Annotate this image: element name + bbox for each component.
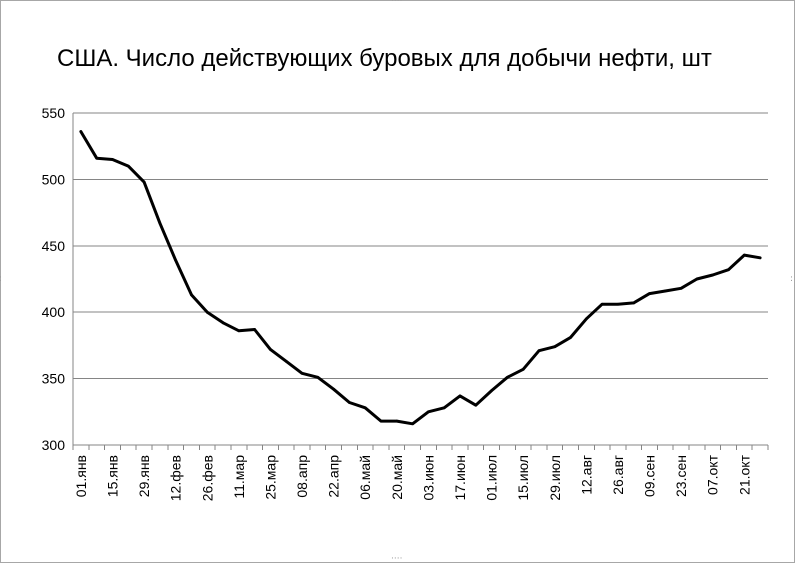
data-point	[158, 221, 162, 225]
data-point	[253, 328, 256, 331]
data-point	[648, 292, 651, 295]
x-tick-label: 21.окт	[736, 454, 752, 495]
data-point	[237, 329, 241, 333]
x-tick-label: 17.июн	[452, 455, 468, 501]
resize-handle-left[interactable]: :	[0, 275, 2, 284]
data-point	[126, 164, 130, 168]
data-point	[600, 302, 604, 306]
data-point	[474, 403, 478, 407]
data-point	[174, 259, 177, 262]
x-tick-label: 11.мар	[231, 455, 247, 499]
data-point	[711, 273, 715, 277]
x-tick-label: 20.май	[389, 455, 405, 500]
x-tick-label: 26.фев	[199, 455, 215, 501]
data-point	[142, 180, 146, 184]
resize-handle-bottom[interactable]: ····	[391, 554, 403, 564]
data-point	[269, 348, 272, 351]
data-point	[316, 375, 320, 379]
data-point	[695, 277, 699, 281]
chart-title: США. Число действующих буровых для добыч…	[57, 45, 712, 72]
data-point	[727, 268, 730, 272]
data-point	[585, 317, 588, 321]
x-tick-label: 03.июн	[420, 455, 436, 501]
x-tick-label: 29.янв	[136, 455, 152, 497]
data-point	[395, 419, 399, 423]
resize-handle-right[interactable]: :	[790, 274, 794, 284]
x-tick-label: 15.июл	[515, 455, 531, 501]
data-point	[95, 156, 98, 160]
y-tick-label: 350	[42, 371, 66, 387]
data-point	[190, 293, 193, 297]
data-point	[348, 401, 351, 404]
x-tick-label: 23.сен	[673, 455, 689, 497]
x-tick-label: 12.фев	[168, 455, 184, 501]
x-tick-label: 29.июл	[547, 455, 563, 501]
data-point	[490, 389, 493, 392]
x-tick-label: 08.апр	[294, 455, 310, 498]
data-point	[379, 419, 383, 423]
x-tick-label: 09.сен	[642, 455, 658, 497]
data-point	[205, 310, 209, 314]
data-point	[79, 130, 83, 133]
x-tick-label: 12.авг	[578, 455, 594, 495]
y-tick-label: 450	[42, 238, 66, 254]
data-point	[458, 394, 462, 398]
data-point	[284, 360, 288, 363]
y-tick-label: 550	[42, 105, 66, 121]
data-point	[743, 253, 746, 257]
x-tick-label: 25.мар	[262, 455, 278, 500]
y-tick-label: 300	[42, 437, 66, 453]
data-point	[411, 422, 414, 426]
data-point	[442, 406, 446, 410]
x-tick-label: 15.янв	[104, 455, 120, 497]
x-tick-label: 06.май	[357, 455, 373, 500]
data-point	[332, 387, 335, 391]
data-point	[632, 301, 636, 305]
y-tick-label: 500	[42, 171, 66, 187]
data-point	[758, 256, 762, 260]
data-point	[616, 302, 620, 306]
data-point	[679, 286, 683, 290]
series-line-0	[79, 130, 762, 426]
x-tick-label: 07.окт	[705, 454, 721, 495]
data-point	[664, 289, 667, 293]
x-tick-label: 26.авг	[610, 455, 626, 495]
data-point	[537, 349, 541, 353]
data-point	[300, 371, 304, 375]
data-point	[363, 406, 367, 410]
data-point	[569, 336, 572, 339]
data-point	[506, 375, 509, 379]
resize-handle-top[interactable]: ····	[391, 0, 403, 6]
x-tick-label: 01.июл	[484, 455, 500, 501]
x-tick-label: 22.апр	[326, 455, 342, 498]
data-point	[111, 158, 114, 161]
data-point	[427, 410, 430, 414]
x-tick-label: 01.янв	[73, 455, 89, 497]
data-point	[221, 321, 225, 325]
y-tick-label: 400	[42, 304, 66, 320]
data-point	[553, 345, 557, 349]
data-point	[521, 368, 525, 371]
